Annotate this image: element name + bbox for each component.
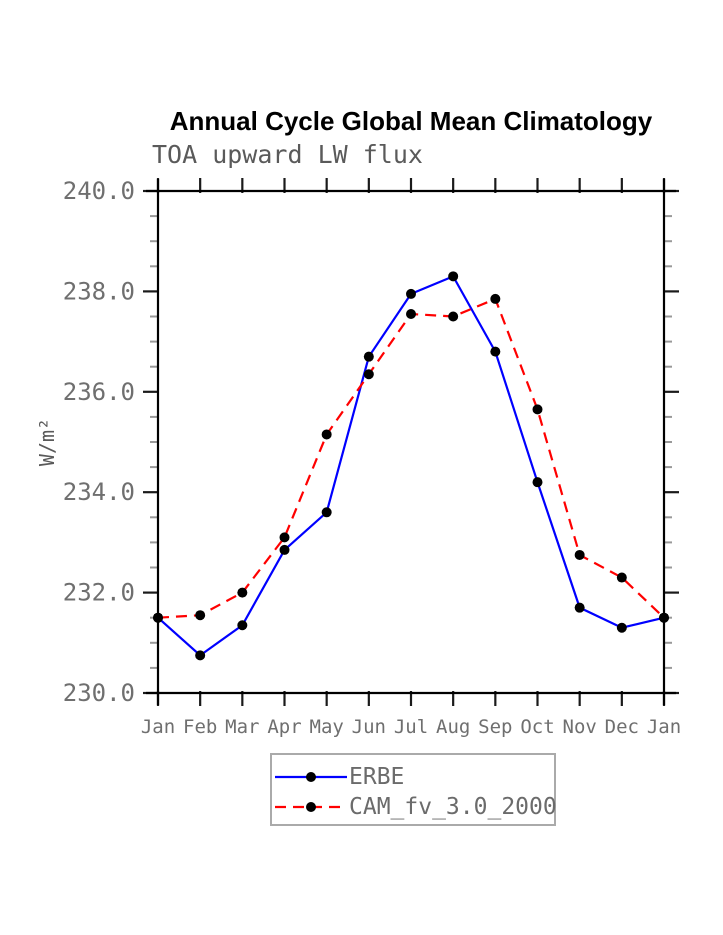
data-point-dot bbox=[406, 288, 416, 299]
data-point-dot bbox=[616, 622, 627, 633]
legend-item-erbe: ERBE bbox=[272, 762, 554, 792]
data-point-dot bbox=[490, 293, 501, 304]
x-tick-label: Sep bbox=[478, 716, 512, 738]
x-tick-label: Apr bbox=[267, 716, 301, 738]
series-line-cam-fv-3-0-2000 bbox=[157, 297, 665, 619]
data-point-dot bbox=[574, 602, 585, 613]
x-tick-label: Jan bbox=[141, 716, 175, 738]
y-tick-label: 236.0 bbox=[63, 378, 135, 406]
legend-item-cam: CAM_fv_3.0_2000 bbox=[272, 792, 557, 822]
x-tick-labels: Jan Feb Mar Apr May Jun Jul Aug Sep Oct Nov Dec Jan bbox=[141, 716, 681, 738]
data-point-dot bbox=[659, 612, 669, 623]
data-point-dot bbox=[490, 346, 501, 357]
data-point-dot bbox=[195, 610, 206, 621]
x-tick-label: Aug bbox=[436, 716, 470, 738]
data-point-dot bbox=[321, 507, 332, 518]
x-tick-label: Feb bbox=[183, 716, 217, 738]
y-tick-label: 234.0 bbox=[63, 478, 135, 506]
erbe-line-sample bbox=[275, 772, 347, 782]
x-tick-label: Dec bbox=[605, 716, 639, 738]
series-markers-cam-fv-3-0-2000 bbox=[153, 293, 669, 623]
data-point-dot bbox=[279, 532, 290, 543]
data-point-dot bbox=[448, 271, 459, 282]
x-tick-label: Mar bbox=[225, 716, 259, 738]
chart-title: Annual Cycle Global Mean Climatology bbox=[169, 106, 653, 136]
series-line-erbe bbox=[157, 274, 665, 657]
data-point-dot bbox=[279, 544, 290, 555]
x-tick-label: Jan bbox=[647, 716, 681, 738]
data-point-dot bbox=[237, 587, 248, 598]
data-point-dot bbox=[406, 308, 416, 319]
series-markers-erbe bbox=[153, 271, 669, 661]
y-tick-label: 238.0 bbox=[63, 277, 135, 305]
y-tick-label: 240.0 bbox=[63, 177, 135, 205]
axis-frame bbox=[146, 179, 676, 705]
data-point-dot bbox=[195, 650, 206, 661]
data-point-dot bbox=[616, 572, 627, 583]
chart-subtitle: TOA upward LW flux bbox=[152, 140, 423, 169]
x-tick-label: Nov bbox=[563, 716, 597, 738]
legend-label-cam: CAM_fv_3.0_2000 bbox=[349, 793, 557, 820]
data-point-dot bbox=[448, 311, 459, 322]
legend-label-erbe: ERBE bbox=[349, 763, 405, 790]
x-ticks bbox=[156, 178, 666, 706]
data-point-dot bbox=[153, 612, 163, 623]
data-point-dot bbox=[321, 429, 332, 440]
x-tick-label: May bbox=[310, 716, 344, 738]
y-tick-labels: 240.0 238.0 236.0 234.0 232.0 230.0 bbox=[63, 177, 135, 707]
x-tick-label: Jun bbox=[352, 716, 386, 738]
data-point-dot bbox=[532, 404, 543, 415]
data-point-dot bbox=[363, 369, 374, 380]
data-point-dot bbox=[574, 549, 585, 560]
y-tick-label: 230.0 bbox=[63, 679, 135, 707]
data-point-dot bbox=[363, 351, 374, 362]
data-point-dot bbox=[237, 620, 248, 631]
legend-box: ERBE CAM_fv_3.0_2000 bbox=[270, 753, 557, 826]
cam-line-sample bbox=[275, 802, 347, 812]
x-tick-label: Oct bbox=[520, 716, 554, 738]
y-tick-label: 232.0 bbox=[63, 579, 135, 607]
x-tick-label: Jul bbox=[394, 716, 428, 738]
data-point-dot bbox=[532, 477, 543, 488]
